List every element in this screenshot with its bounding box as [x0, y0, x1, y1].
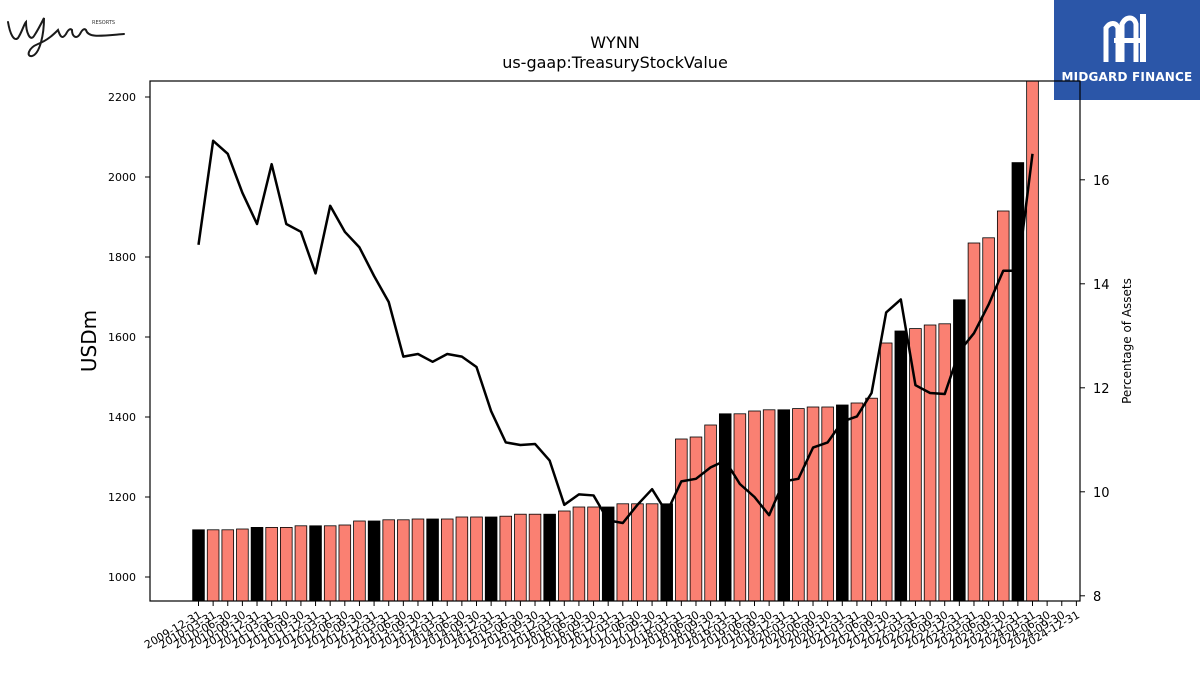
bar-2009-12-31	[192, 529, 205, 602]
bar-2022-09-30	[938, 323, 951, 602]
bar-2019-06-30	[748, 410, 761, 602]
y-tick-label: 1600	[108, 331, 136, 344]
bar-2012-06-30	[338, 524, 352, 602]
bar-2020-06-30	[806, 406, 820, 602]
bar-2011-09-30	[294, 525, 308, 602]
bar-2021-03-31	[850, 402, 864, 602]
bar-2016-09-30	[587, 506, 600, 602]
bar-2014-09-30	[470, 516, 483, 602]
bar-2018-09-30	[704, 424, 717, 602]
y-tick-label: 1200	[108, 491, 136, 504]
chart-subtitle: us-gaap:TreasuryStockValue	[502, 53, 728, 72]
bar-2012-12-31	[367, 520, 381, 602]
bar-2022-06-30	[923, 324, 937, 602]
bar-2020-03-31	[792, 408, 805, 602]
bar-2010-09-30	[236, 528, 249, 602]
bar-2017-06-30	[631, 503, 644, 602]
bar-2023-03-31	[967, 242, 981, 602]
y2-tick-label: 12	[1093, 382, 1110, 397]
y2-axis-ticks: 8 10 12 14 16	[1080, 174, 1110, 605]
line-series	[197, 139, 1034, 525]
y-tick-label: 1800	[108, 251, 136, 264]
bar-2013-03-31	[382, 519, 395, 602]
bar-2016-03-31	[558, 510, 571, 602]
wynn-logo-subtext: RESORTS	[92, 20, 115, 26]
midgard-finance-logo: MIDGARD FINANCE	[1054, 0, 1200, 100]
bar-2012-03-31	[323, 525, 337, 602]
x-axis-ticks: 2009-12-312010-03-312010-06-302010-09-30…	[142, 601, 1082, 652]
bar-2010-12-31	[250, 527, 264, 602]
bar-2011-06-30	[280, 527, 293, 602]
y-tick-label: 2200	[108, 91, 136, 104]
midgard-logo-icon	[1103, 14, 1146, 62]
bar-2017-12-31	[660, 503, 673, 602]
bar-2021-09-30	[879, 342, 893, 602]
bar-2019-03-31	[733, 413, 747, 602]
bar-2017-09-30	[645, 503, 659, 602]
y2-tick-label: 16	[1093, 174, 1110, 189]
bar-2018-12-31	[718, 413, 732, 602]
bar-2010-03-31	[206, 529, 220, 602]
bar-2018-06-30	[689, 436, 703, 602]
bar-2015-12-31	[543, 513, 556, 602]
bar-2014-03-31	[440, 518, 454, 602]
wynn-logo-mark: RESORTS	[7, 17, 125, 58]
bar-2021-06-30	[865, 397, 878, 602]
bar-2014-06-30	[455, 516, 469, 602]
bar-2011-03-31	[265, 527, 278, 602]
bar-2012-09-30	[353, 520, 366, 602]
bar-2020-12-31	[836, 404, 849, 602]
bar-2015-09-30	[528, 513, 542, 602]
bar-2013-06-30	[397, 519, 410, 602]
y-axis-label: USDm	[77, 310, 101, 372]
bar-2010-06-30	[221, 529, 235, 602]
bar-2015-03-31	[499, 515, 513, 602]
plot-frame	[149, 80, 1081, 602]
bar-2022-03-31	[909, 328, 922, 602]
y-tick-label: 1400	[108, 411, 136, 424]
y2-tick-label: 14	[1093, 278, 1110, 293]
bar-2016-06-30	[572, 506, 586, 602]
y2-tick-label: 10	[1093, 486, 1110, 501]
bar-2011-12-31	[309, 525, 322, 602]
y-tick-label: 2000	[108, 171, 136, 184]
bar-2021-12-31	[894, 330, 908, 602]
bar-2018-03-31	[675, 438, 688, 602]
midgard-logo-text: MIDGARD FINANCE	[1061, 70, 1193, 84]
chart-title: WYNN	[590, 33, 640, 52]
y-tick-label: 1000	[108, 571, 136, 584]
y2-tick-label: 8	[1093, 590, 1101, 605]
axes	[149, 80, 1081, 602]
percentage-of-assets-line	[197, 139, 1034, 525]
y2-axis-label: Percentage of Assets	[1120, 278, 1134, 404]
bar-2013-09-30	[411, 518, 425, 602]
wynn-resorts-logo: RESORTS	[4, 4, 130, 60]
bar-2023-09-30	[996, 210, 1010, 602]
bar-2019-12-31	[777, 409, 791, 602]
bar-2013-12-31	[426, 518, 439, 602]
y-axis-ticks: 1000 1200 1400 1600 1800 2000 2200	[108, 91, 150, 584]
bar-series	[192, 80, 1039, 602]
bar-2015-06-30	[514, 513, 527, 602]
bar-2014-12-31	[484, 516, 498, 602]
